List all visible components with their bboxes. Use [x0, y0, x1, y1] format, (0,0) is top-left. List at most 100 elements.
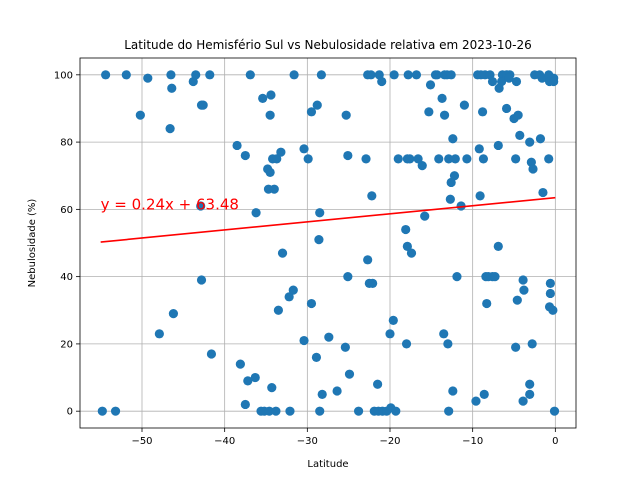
- data-point: [121, 70, 131, 80]
- data-point: [265, 167, 275, 177]
- data-point: [417, 161, 427, 171]
- data-point: [385, 329, 395, 339]
- data-point: [444, 154, 454, 164]
- data-point: [344, 369, 355, 379]
- data-point: [528, 164, 538, 174]
- data-point: [452, 272, 462, 282]
- y-tick-label: 60: [60, 205, 73, 216]
- data-point: [518, 275, 528, 285]
- data-point: [135, 110, 145, 120]
- data-point: [497, 76, 507, 87]
- data-point: [332, 386, 342, 396]
- data-point: [432, 70, 442, 80]
- data-point: [273, 305, 283, 315]
- data-point: [166, 70, 176, 80]
- y-tick-label: 40: [60, 272, 73, 283]
- data-point: [439, 329, 449, 339]
- x-axis-label: Latitude: [307, 459, 348, 470]
- data-point: [191, 70, 201, 80]
- data-point: [434, 154, 444, 164]
- data-point: [264, 406, 274, 416]
- data-point: [437, 93, 447, 103]
- data-point: [501, 103, 512, 114]
- data-point: [504, 73, 514, 83]
- data-point: [277, 248, 288, 258]
- data-point: [545, 278, 555, 288]
- x-tick-label: −10: [462, 436, 483, 447]
- data-point: [343, 272, 353, 282]
- data-point: [425, 80, 436, 90]
- data-point: [315, 406, 325, 416]
- data-point: [511, 76, 522, 87]
- data-point: [535, 134, 546, 144]
- data-point: [243, 376, 253, 386]
- data-point: [444, 406, 454, 416]
- data-point: [306, 298, 317, 309]
- data-point: [511, 342, 521, 352]
- x-tick-label: −50: [131, 436, 152, 447]
- data-point: [299, 335, 309, 346]
- data-point: [168, 309, 179, 319]
- data-point: [446, 70, 456, 80]
- data-point: [487, 76, 498, 87]
- data-point: [196, 275, 207, 285]
- x-tick-label: −30: [297, 436, 318, 447]
- data-point: [471, 396, 481, 406]
- data-point: [446, 177, 456, 188]
- data-point: [459, 100, 469, 110]
- data-point: [367, 191, 377, 201]
- data-point: [314, 235, 324, 245]
- y-axis-label: Nebulosidade (%): [27, 199, 38, 288]
- data-point: [276, 147, 286, 157]
- data-point: [303, 154, 313, 164]
- data-point: [525, 379, 535, 389]
- data-point: [288, 285, 298, 295]
- chart-title: Latitude do Hemisfério Sul vs Nebulosida…: [124, 38, 532, 52]
- data-points: [97, 70, 560, 416]
- data-point: [240, 150, 250, 161]
- data-point: [110, 406, 121, 416]
- data-point: [245, 70, 255, 80]
- data-point: [388, 315, 398, 325]
- data-point: [250, 372, 260, 383]
- data-point: [196, 201, 206, 211]
- data-point: [462, 154, 472, 164]
- data-point: [403, 70, 413, 80]
- data-point: [393, 154, 403, 164]
- data-point: [299, 144, 309, 154]
- data-point: [373, 379, 383, 389]
- data-point: [240, 399, 250, 410]
- data-point: [445, 194, 455, 204]
- data-point: [493, 241, 503, 251]
- data-point: [232, 140, 242, 151]
- data-point: [341, 110, 351, 120]
- data-point: [198, 100, 208, 110]
- data-point: [490, 272, 500, 282]
- data-point: [439, 110, 450, 120]
- data-point: [525, 389, 535, 399]
- data-point: [411, 70, 422, 80]
- plot-frame: [79, 57, 577, 429]
- data-point: [306, 107, 317, 117]
- data-point: [544, 154, 554, 164]
- data-point: [235, 359, 245, 369]
- data-point: [512, 295, 522, 305]
- data-point: [405, 154, 415, 164]
- data-point: [525, 137, 535, 147]
- data-point: [475, 191, 485, 201]
- data-point: [402, 241, 412, 251]
- data-point: [258, 93, 268, 103]
- y-tick-label: 100: [54, 70, 73, 81]
- data-point: [448, 134, 458, 144]
- data-point: [205, 70, 215, 80]
- data-point: [97, 406, 107, 416]
- data-point: [265, 110, 275, 120]
- regression-line-segment: [100, 196, 556, 243]
- data-point: [401, 339, 412, 349]
- data-point: [456, 201, 466, 211]
- y-axis-ticks: 0 20 40 60 80 100: [54, 70, 80, 418]
- data-point: [316, 70, 326, 80]
- y-tick-label: 80: [60, 138, 73, 149]
- data-point: [343, 150, 353, 161]
